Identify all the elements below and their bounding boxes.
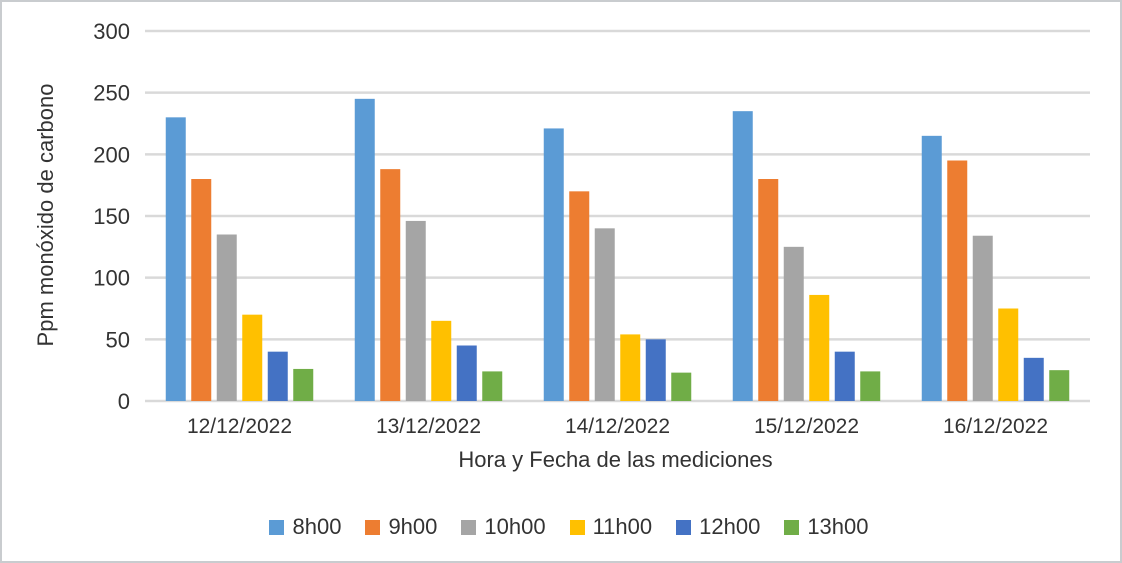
legend-item-10h00: 10h00 bbox=[461, 514, 546, 539]
bar bbox=[1049, 370, 1070, 401]
bar bbox=[456, 345, 477, 401]
legend-label: 8h00 bbox=[292, 514, 342, 539]
legend-label: 12h00 bbox=[699, 514, 761, 539]
bar bbox=[921, 135, 942, 402]
bar bbox=[543, 128, 564, 401]
bar bbox=[569, 191, 590, 401]
legend-swatch-icon bbox=[569, 519, 585, 535]
x-category-label: 14/12/2022 bbox=[565, 415, 670, 438]
legend-item-13h00: 13h00 bbox=[784, 514, 869, 539]
legend-swatch-icon bbox=[365, 519, 381, 535]
y-tick-label: 250 bbox=[93, 81, 130, 106]
bar bbox=[758, 179, 779, 401]
legend-swatch-icon bbox=[676, 519, 692, 535]
bar bbox=[293, 368, 314, 401]
legend-item-12h00: 12h00 bbox=[676, 516, 760, 538]
legend-item-11h00: 11h00 bbox=[569, 514, 653, 539]
bar bbox=[645, 339, 666, 401]
x-category-label: 16/12/2022 bbox=[943, 415, 1048, 438]
bar bbox=[380, 169, 401, 401]
legend-swatch-icon bbox=[269, 519, 285, 535]
legend-label: 13h00 bbox=[807, 514, 869, 539]
bar bbox=[482, 371, 503, 401]
legend-item-8h00: 8h00 bbox=[269, 516, 341, 538]
bar bbox=[998, 308, 1019, 401]
chart-legend: 8h00 9h00 10h00 11h00 12h00 13h00 bbox=[2, 510, 1120, 544]
bar bbox=[947, 160, 968, 401]
bar bbox=[431, 320, 452, 401]
bar bbox=[267, 351, 288, 401]
bar bbox=[1023, 357, 1044, 401]
x-axis-title: Hora y Fecha de las mediciones bbox=[458, 447, 773, 472]
bar bbox=[242, 314, 263, 401]
bar bbox=[405, 220, 426, 401]
bar bbox=[783, 246, 804, 401]
y-tick-label: 0 bbox=[118, 389, 130, 414]
bar bbox=[620, 334, 641, 401]
y-tick-label: 200 bbox=[93, 142, 130, 167]
bar bbox=[834, 351, 855, 401]
y-tick-label: 150 bbox=[93, 204, 130, 229]
y-tick-label: 100 bbox=[93, 266, 130, 291]
bar bbox=[594, 228, 615, 401]
bar bbox=[860, 371, 881, 401]
legend-label: 11h00 bbox=[592, 514, 653, 539]
bar bbox=[732, 111, 753, 402]
legend-swatch-icon bbox=[461, 519, 477, 535]
x-category-label: 13/12/2022 bbox=[376, 415, 481, 438]
bar bbox=[354, 98, 375, 401]
x-category-label: 15/12/2022 bbox=[754, 415, 859, 438]
y-tick-label: 300 bbox=[93, 19, 130, 44]
bar bbox=[671, 372, 692, 401]
bar bbox=[165, 117, 186, 401]
bar bbox=[191, 179, 212, 401]
legend-item-9h00: 9h00 bbox=[365, 516, 437, 538]
legend-swatch-icon bbox=[784, 519, 800, 535]
legend-label: 10h00 bbox=[484, 514, 546, 539]
bar bbox=[972, 235, 993, 401]
bar-chart: 0 50 100 150 200 250 300 12/12/2022 13/12/2022 14… bbox=[93, 19, 1090, 438]
x-category-label: 12/12/2022 bbox=[187, 415, 292, 438]
bar bbox=[809, 294, 830, 401]
legend-label: 9h00 bbox=[388, 514, 438, 539]
y-tick-label: 50 bbox=[106, 327, 130, 352]
bar bbox=[216, 234, 237, 401]
